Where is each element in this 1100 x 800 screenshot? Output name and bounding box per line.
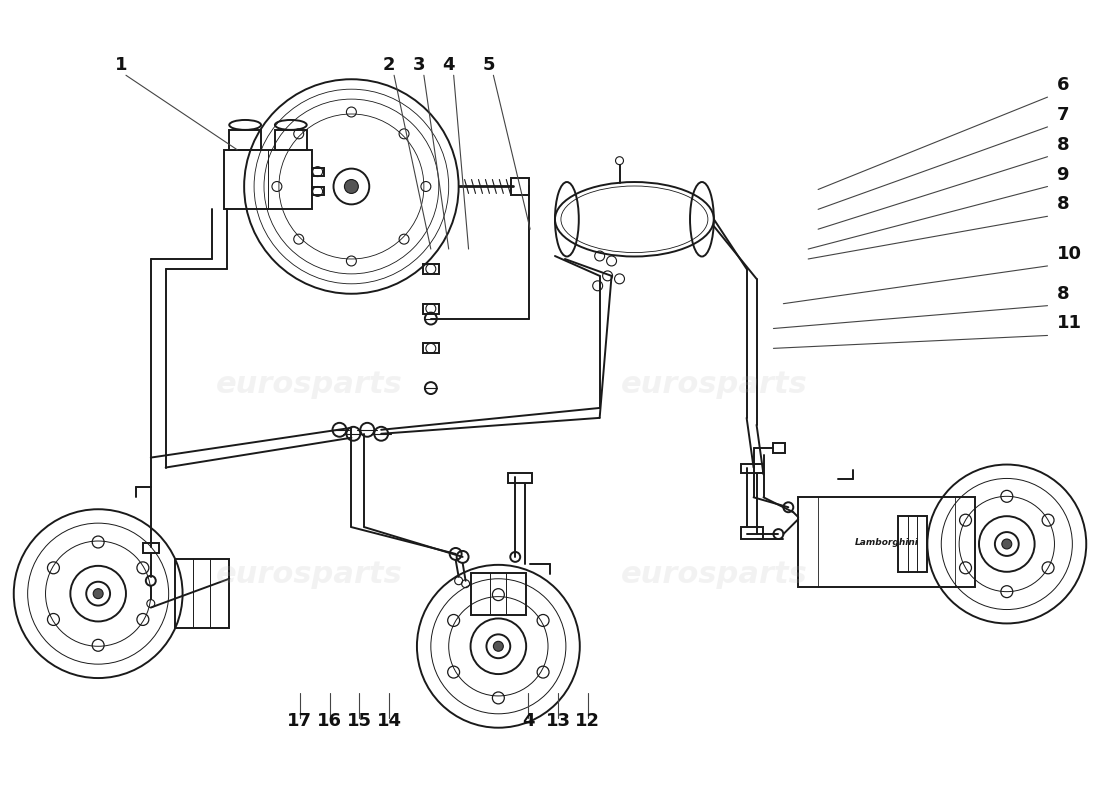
- Text: eurosparts: eurosparts: [620, 560, 807, 590]
- Text: 13: 13: [546, 712, 571, 730]
- Text: 12: 12: [575, 712, 601, 730]
- Bar: [224, 150, 311, 210]
- Text: 16: 16: [317, 712, 342, 730]
- Bar: [229, 130, 261, 150]
- Text: 3: 3: [412, 56, 426, 74]
- Bar: [471, 573, 526, 614]
- Text: 6: 6: [1056, 76, 1069, 94]
- Text: eurosparts: eurosparts: [217, 370, 403, 398]
- Bar: [799, 498, 975, 586]
- Bar: [422, 264, 439, 274]
- Text: 2: 2: [383, 56, 395, 74]
- Circle shape: [344, 179, 359, 194]
- Bar: [898, 516, 927, 572]
- Text: Lamborghini: Lamborghini: [855, 538, 918, 546]
- Bar: [143, 543, 158, 553]
- Bar: [512, 178, 529, 195]
- Text: 17: 17: [287, 712, 312, 730]
- Text: 4: 4: [442, 56, 455, 74]
- Circle shape: [94, 589, 103, 598]
- Bar: [773, 442, 785, 453]
- Text: 8: 8: [1056, 285, 1069, 302]
- Text: 5: 5: [482, 56, 495, 74]
- Circle shape: [1002, 539, 1012, 549]
- Text: eurosparts: eurosparts: [620, 370, 807, 398]
- Bar: [740, 527, 762, 539]
- Bar: [175, 559, 229, 629]
- Bar: [311, 187, 323, 195]
- Text: 15: 15: [346, 712, 372, 730]
- Bar: [311, 168, 323, 175]
- Bar: [422, 304, 439, 314]
- Text: 9: 9: [1056, 166, 1069, 183]
- Text: 14: 14: [376, 712, 402, 730]
- Bar: [422, 343, 439, 354]
- Text: 4: 4: [521, 712, 535, 730]
- Text: 8: 8: [1056, 195, 1069, 214]
- Text: 1: 1: [114, 56, 128, 74]
- Bar: [740, 463, 762, 474]
- Text: 11: 11: [1056, 314, 1081, 333]
- Bar: [508, 474, 532, 483]
- Text: 8: 8: [1056, 136, 1069, 154]
- Text: 10: 10: [1056, 245, 1081, 263]
- Text: 7: 7: [1056, 106, 1069, 124]
- Bar: [275, 130, 307, 150]
- Text: eurosparts: eurosparts: [217, 560, 403, 590]
- Circle shape: [494, 642, 504, 651]
